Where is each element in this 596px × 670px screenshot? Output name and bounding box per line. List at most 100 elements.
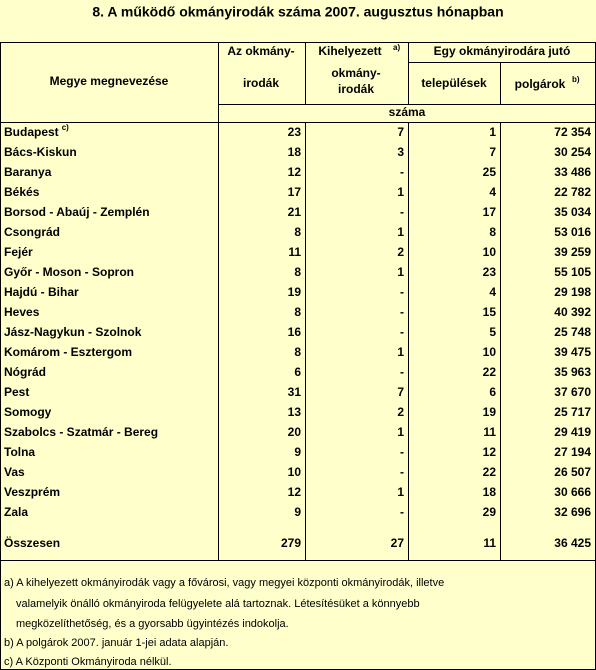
region-name: Somogy xyxy=(4,405,52,419)
region-name: Tolna xyxy=(4,445,35,459)
cell: 22 xyxy=(483,365,497,379)
footnote: c) A Központi Okmányiroda nélkül. xyxy=(4,656,172,668)
cell: 40 392 xyxy=(554,305,591,319)
cell: 1 xyxy=(397,225,404,239)
header-remote: okmány- xyxy=(331,66,380,80)
cell: 25 748 xyxy=(554,325,591,339)
cell: 27 194 xyxy=(554,445,591,459)
region-name: Fejér xyxy=(4,245,33,259)
footnotes: a) A kihelyezett okmányirodák vagy a főv… xyxy=(4,577,444,668)
cell: 8 xyxy=(294,305,301,319)
cell: 8 xyxy=(489,225,496,239)
cell: 23 xyxy=(288,125,302,139)
header-offices: irodák xyxy=(243,76,279,90)
header-note: a) xyxy=(393,43,400,52)
cell: 35 963 xyxy=(554,365,591,379)
region-name: Szabolcs - Szatmár - Bereg xyxy=(4,425,158,439)
region-name: Győr - Moson - Sopron xyxy=(4,265,134,279)
cell: 2 xyxy=(397,405,404,419)
cell: 22 xyxy=(483,465,497,479)
region-name: Bács-Kiskun xyxy=(4,145,77,159)
cell: 6 xyxy=(489,385,496,399)
header-note: b) xyxy=(572,75,580,84)
cell: 1 xyxy=(397,185,404,199)
cell: 9 xyxy=(294,445,301,459)
cell: 30 254 xyxy=(554,145,591,159)
cell: 12 xyxy=(483,445,497,459)
cell: 19 xyxy=(288,285,302,299)
region-name: Békés xyxy=(4,185,40,199)
cell: 19 xyxy=(483,405,497,419)
cell: 31 xyxy=(288,385,302,399)
cell: - xyxy=(400,285,404,299)
cell: 7 xyxy=(397,385,404,399)
region-name: Csongrád xyxy=(4,225,60,239)
cell: 1 xyxy=(397,425,404,439)
region-name: Pest xyxy=(4,385,29,399)
cell: 4 xyxy=(489,285,496,299)
cell: 53 016 xyxy=(554,225,591,239)
cell: 10 xyxy=(483,345,497,359)
cell: 12 xyxy=(288,485,302,499)
cell: 13 xyxy=(288,405,302,419)
region-name: Hajdú - Bihar xyxy=(4,285,79,299)
cell: - xyxy=(400,165,404,179)
cell: 1 xyxy=(489,125,496,139)
region-name: Jász-Nagykun - Szolnok xyxy=(4,325,142,339)
footnote: valamelyik önálló okmányiroda felügyelet… xyxy=(16,598,420,610)
cell: 11 xyxy=(288,245,301,259)
cell: 29 419 xyxy=(554,425,591,439)
cell: 30 666 xyxy=(554,485,591,499)
cell: 26 507 xyxy=(554,465,591,479)
region-name: Komárom - Esztergom xyxy=(4,345,132,359)
header-offices: Az okmány- xyxy=(227,44,294,58)
region-name: Zala xyxy=(4,505,28,519)
region-name: Baranya xyxy=(4,165,52,179)
cell: 8 xyxy=(294,265,301,279)
cell: 15 xyxy=(483,305,497,319)
cell: 29 198 xyxy=(554,285,591,299)
region-name: Budapest xyxy=(4,125,59,139)
region-name: Heves xyxy=(4,305,40,319)
title: 8. A működő okmányirodák száma 2007. aug… xyxy=(92,4,503,20)
cell: 39 475 xyxy=(554,345,591,359)
cell: 8 xyxy=(294,345,301,359)
cell: 2 xyxy=(397,245,404,259)
cell: 10 xyxy=(483,245,497,259)
region-name: Összesen xyxy=(4,535,60,550)
cell: 1 xyxy=(397,485,404,499)
cell: 18 xyxy=(288,145,302,159)
header-citizens: polgárok xyxy=(515,77,566,91)
footnote: a) A kihelyezett okmányirodák vagy a főv… xyxy=(4,577,444,589)
cell: 11 xyxy=(483,425,496,439)
header-settlements: települések xyxy=(421,76,487,90)
cell: - xyxy=(400,445,404,459)
region-name: Borsod - Abaúj - Zemplén xyxy=(4,205,150,219)
cell: 16 xyxy=(288,325,302,339)
cell: 37 670 xyxy=(554,385,591,399)
cell: 17 xyxy=(483,205,497,219)
cell: 1 xyxy=(397,265,404,279)
cell: - xyxy=(400,505,404,519)
cell: 17 xyxy=(288,185,302,199)
footnote: megközelíthetőség, és a gyorsabb ügyinté… xyxy=(16,618,289,630)
footnote: b) A polgárok 2007. január 1-jei adata a… xyxy=(4,637,228,649)
cell: 32 696 xyxy=(554,505,591,519)
cell: 279 xyxy=(281,536,301,550)
header-unit: száma xyxy=(389,105,426,119)
cell: 18 xyxy=(483,485,497,499)
cell: 21 xyxy=(288,205,302,219)
cell: - xyxy=(400,325,404,339)
cell: 29 xyxy=(483,505,497,519)
cell: 72 354 xyxy=(554,125,591,139)
cell: 39 259 xyxy=(554,245,591,259)
header-remote: irodák xyxy=(338,82,374,96)
cell: - xyxy=(400,205,404,219)
cell: - xyxy=(400,465,404,479)
cell: 35 034 xyxy=(554,205,591,219)
region-name: Veszprém xyxy=(4,485,60,499)
cell: 22 782 xyxy=(554,185,591,199)
